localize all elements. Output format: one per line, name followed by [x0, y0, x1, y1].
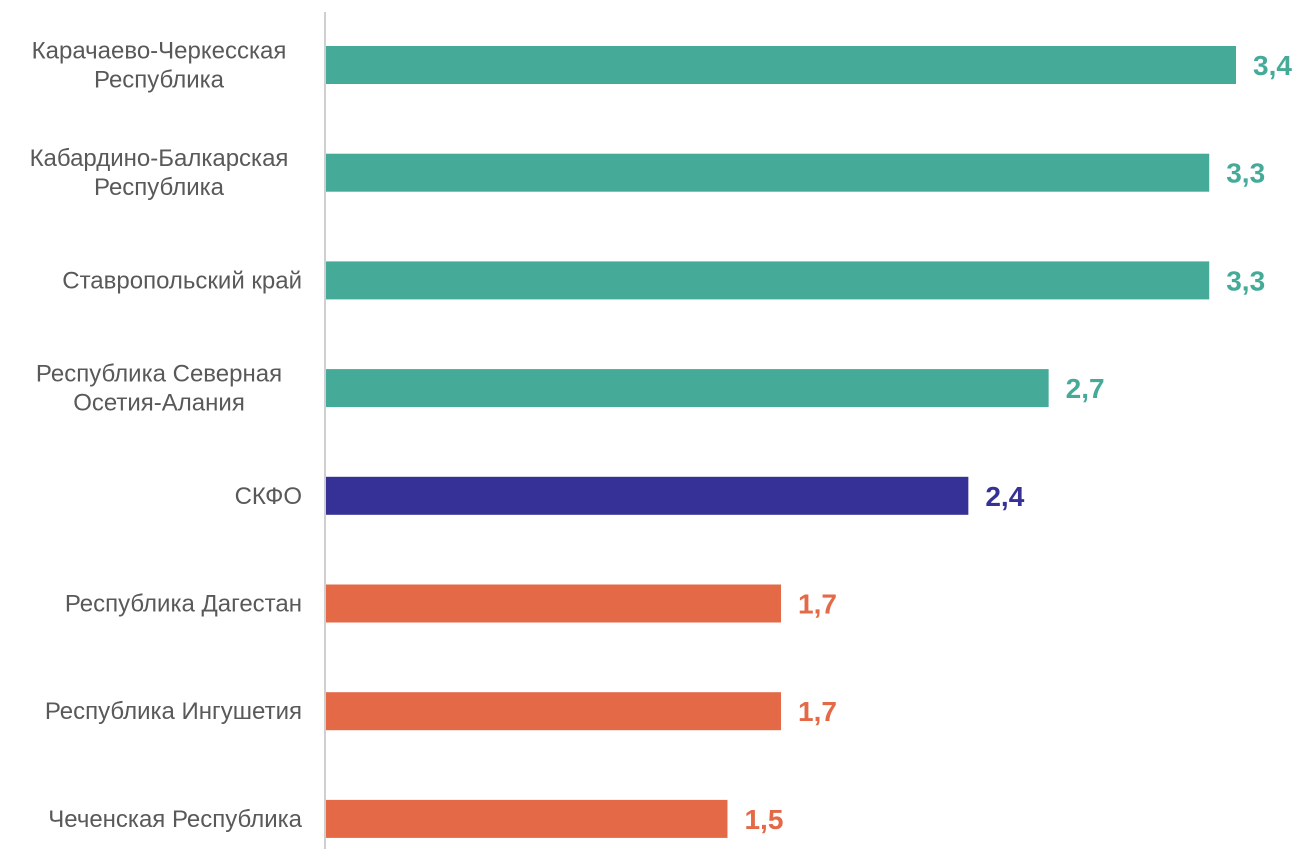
- category-label-1-line-1: Республика: [94, 174, 225, 201]
- value-label-3: 2,7: [1066, 373, 1105, 404]
- category-label-7: Чеченская Республика: [48, 806, 302, 833]
- category-label-0-line-0: Карачаево-Черкесская: [32, 38, 287, 65]
- category-label-5: Республика Дагестан: [65, 591, 302, 618]
- bar-6: [326, 692, 781, 731]
- bar-2: [326, 261, 1210, 300]
- labels-layer: 3,4Карачаево-ЧеркесскаяРеспублика3,3Каба…: [30, 38, 1293, 835]
- bar-1: [326, 153, 1210, 192]
- value-label-7: 1,5: [744, 804, 783, 835]
- category-label-0-line-1: Республика: [94, 67, 225, 94]
- value-label-1: 3,3: [1226, 158, 1265, 189]
- category-label-2: Ставропольский край: [62, 267, 302, 294]
- category-label-6: Республика Ингушетия: [45, 698, 302, 725]
- bars-layer: [326, 46, 1236, 838]
- category-label-1-line-0: Кабардино-Балкарская: [30, 145, 289, 172]
- category-label-3-line-0: Республика Северная: [36, 361, 282, 388]
- value-label-2: 3,3: [1226, 265, 1265, 296]
- bar-4: [326, 476, 969, 515]
- bar-3: [326, 369, 1049, 408]
- value-label-0: 3,4: [1253, 50, 1292, 81]
- category-label-4: СКФО: [235, 483, 302, 510]
- bar-5: [326, 584, 781, 623]
- bar-0: [326, 46, 1236, 84]
- value-label-4: 2,4: [985, 481, 1024, 512]
- bar-7: [326, 799, 728, 838]
- value-label-6: 1,7: [798, 696, 837, 727]
- category-label-3-line-1: Осетия-Алания: [73, 390, 245, 417]
- value-label-5: 1,7: [798, 589, 837, 620]
